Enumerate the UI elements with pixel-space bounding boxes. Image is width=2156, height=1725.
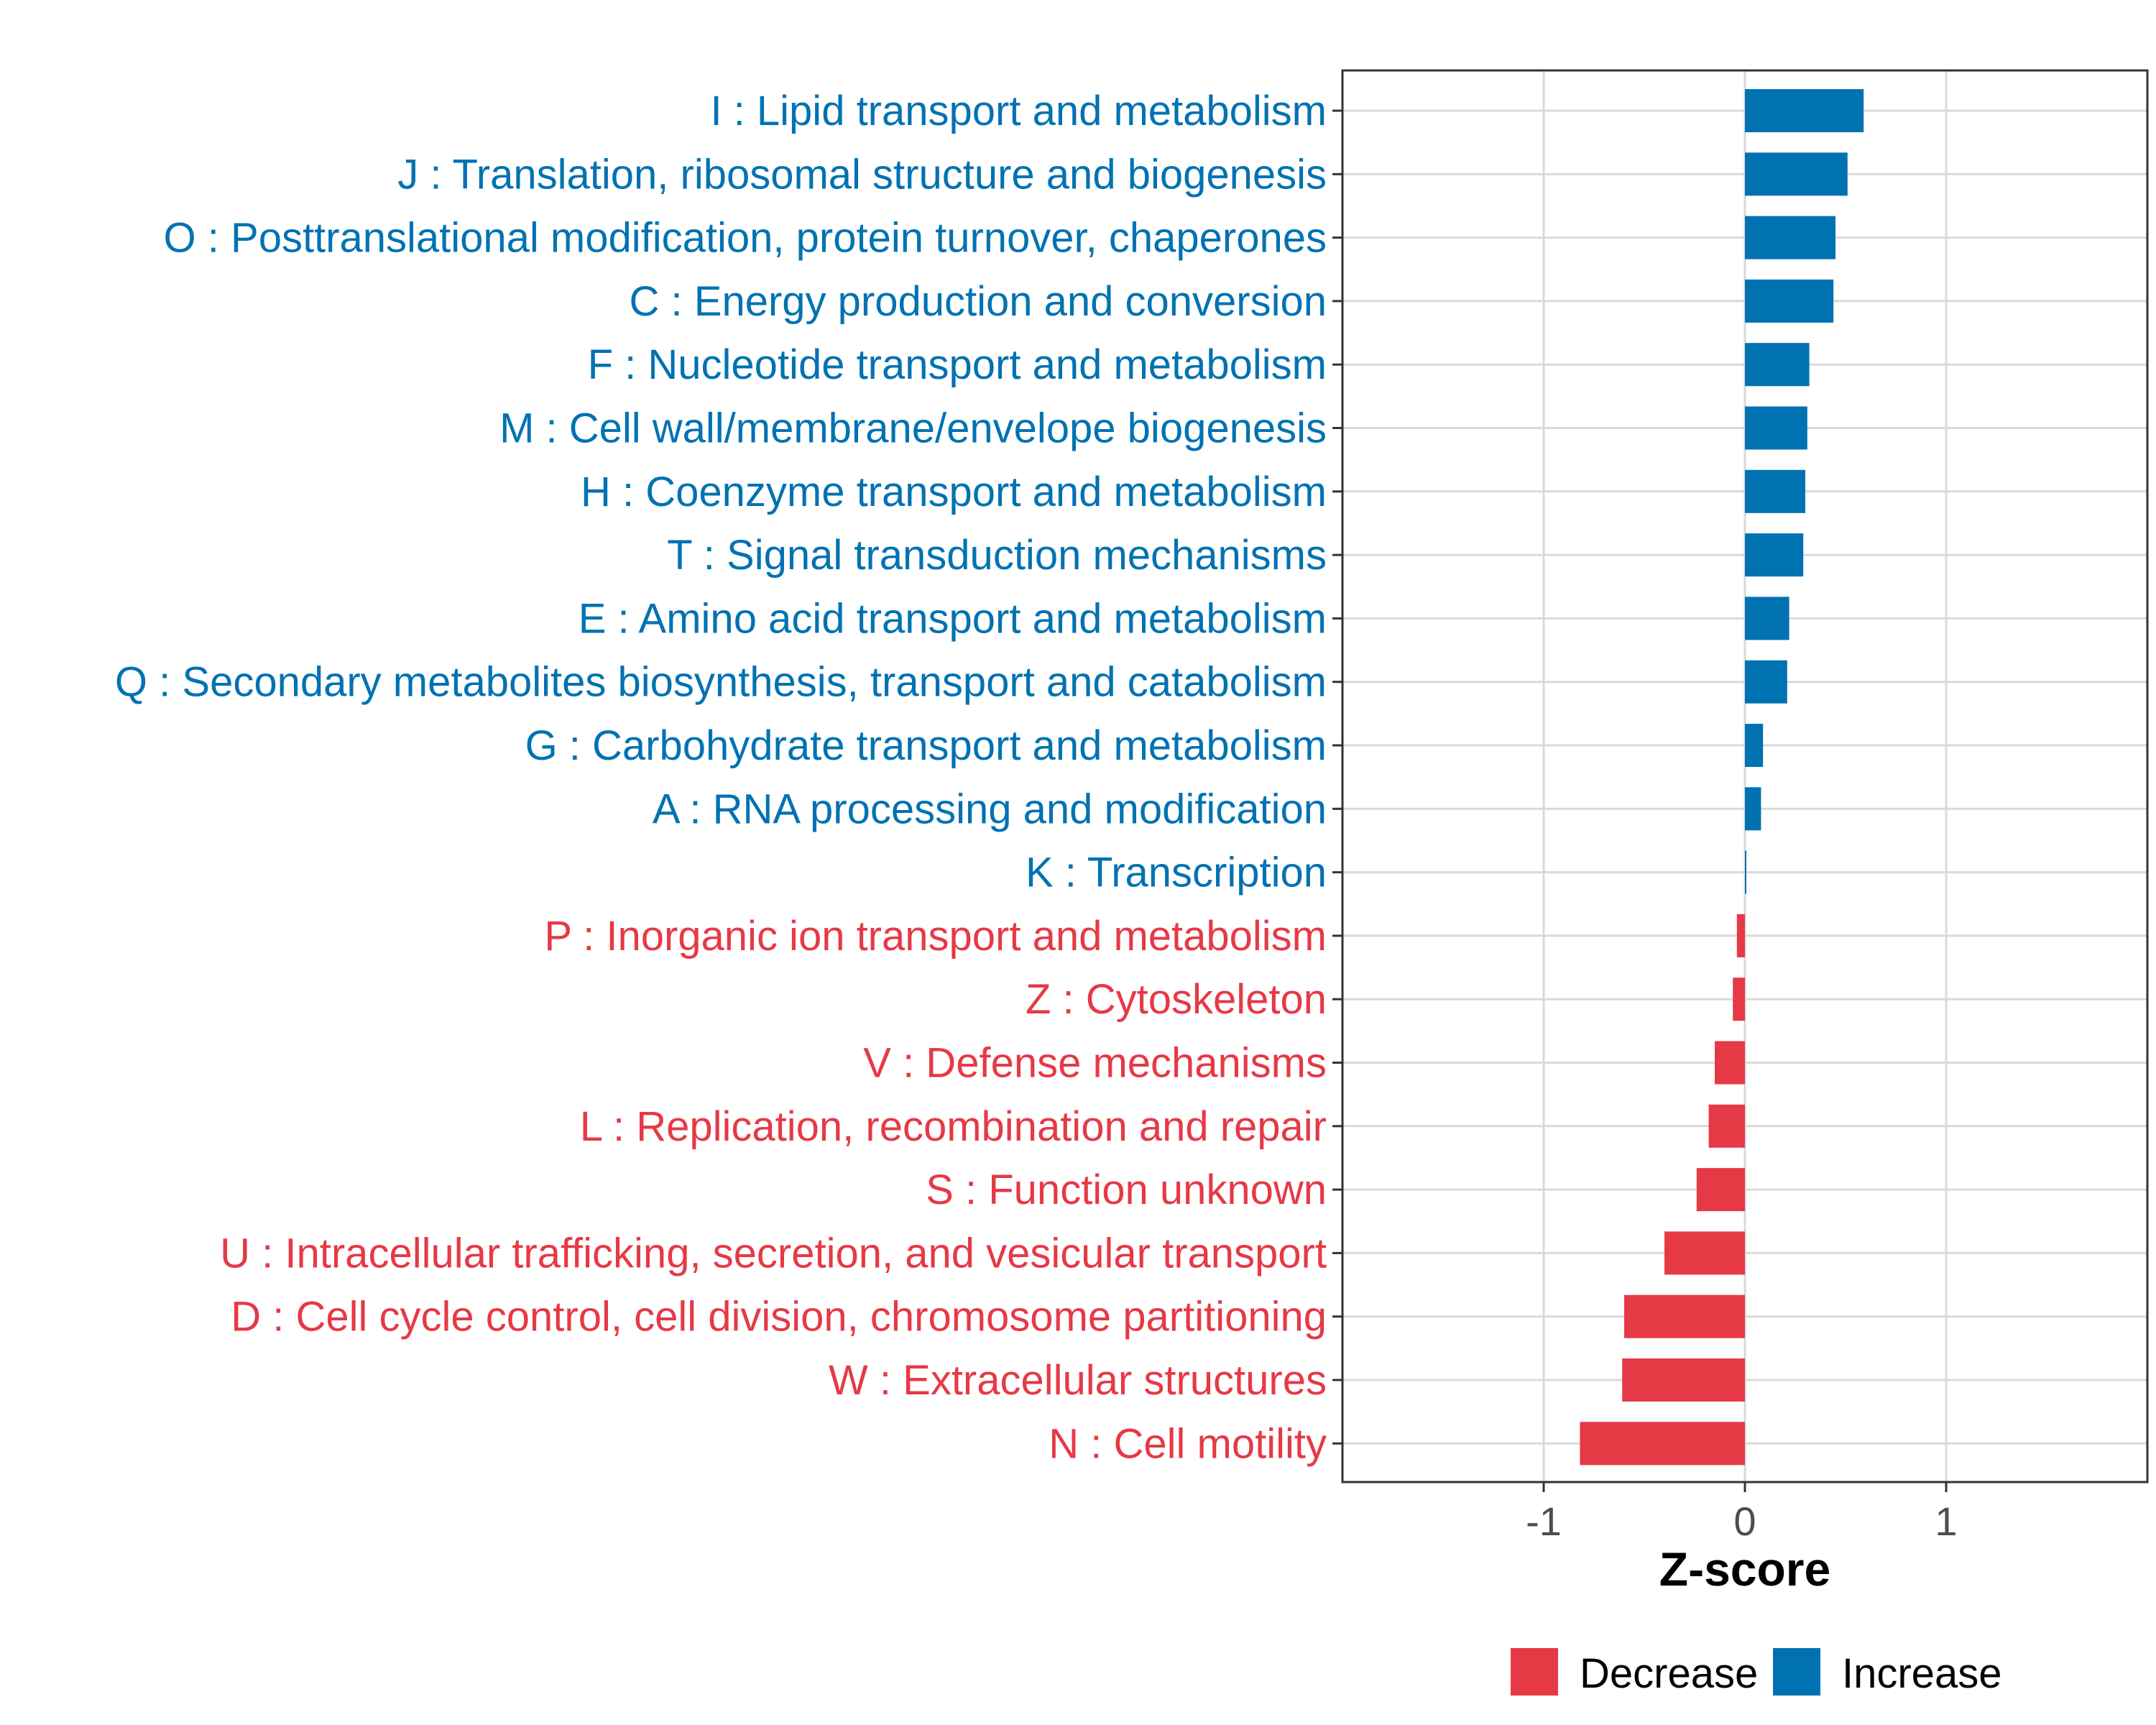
legend-label-decrease: Decrease [1580,1650,1758,1697]
category-label: J : Translation, ribosomal structure and… [397,151,1327,198]
category-label: M : Cell wall/membrane/envelope biogenes… [499,405,1327,452]
category-label: F : Nucleotide transport and metabolism [588,341,1327,388]
bar [1745,850,1746,894]
x-tick-label: -1 [1526,1499,1562,1544]
category-label: P : Inorganic ion transport and metaboli… [544,913,1327,960]
bar [1745,89,1864,132]
category-label: G : Carbohydrate transport and metabolis… [525,722,1327,769]
x-tick-layer: -1 0 1 [1526,1482,1958,1544]
category-label: D : Cell cycle control, cell division, c… [231,1294,1327,1340]
bar [1664,1231,1745,1275]
bar [1715,1041,1745,1085]
category-label: H : Coenzyme transport and metabolism [581,469,1327,515]
bar [1745,279,1834,323]
bar [1745,724,1764,767]
bar-layer [1580,89,1864,1466]
bar [1696,1168,1745,1212]
bar [1745,406,1807,450]
bar [1745,469,1805,513]
category-label: T : Signal transduction mechanisms [667,532,1327,579]
category-label: A : RNA processing and modification [653,786,1327,832]
x-axis-title: Z-score [1659,1542,1830,1596]
category-label: Q : Secondary metabolites biosynthesis, … [115,659,1327,706]
bar [1708,1104,1745,1148]
legend-swatch-increase [1773,1648,1820,1696]
category-label: I : Lipid transport and metabolism [710,88,1327,134]
legend-label-increase: Increase [1842,1650,2001,1697]
category-label: U : Intracellular trafficking, secretion… [220,1230,1327,1276]
category-label-layer: I : Lipid transport and metabolism J : Tr… [115,88,1327,1467]
category-label: E : Amino acid transport and metabolism [579,595,1327,642]
bar [1580,1422,1745,1466]
bar [1736,914,1745,957]
bar [1745,660,1787,704]
category-label: S : Function unknown [926,1167,1327,1213]
legend-item-decrease: Decrease [1511,1648,1758,1697]
bar [1745,152,1848,196]
legend: Decrease Increase [1511,1648,2001,1697]
bar [1745,216,1835,259]
category-label: O : Posttranslational modification, prot… [164,215,1327,262]
category-label: Z : Cytoskeleton [1026,976,1327,1023]
category-label: K : Transcription [1026,850,1327,896]
bar [1745,597,1789,640]
category-label: V : Defense mechanisms [863,1040,1327,1087]
bar [1622,1358,1745,1402]
category-label: C : Energy production and conversion [630,278,1327,325]
x-tick-label: 1 [1935,1499,1957,1544]
category-label: L : Replication, recombination and repai… [580,1103,1327,1150]
category-label: W : Extracellular structures [829,1357,1327,1404]
bar [1733,978,1745,1021]
bar [1745,343,1810,387]
category-label: N : Cell motility [1049,1420,1327,1467]
bar [1624,1294,1745,1338]
legend-item-increase: Increase [1773,1648,2001,1697]
bar [1745,787,1761,831]
bar [1745,533,1804,577]
y-tick-layer [1332,109,1342,1445]
legend-swatch-decrease [1511,1648,1558,1696]
x-tick-label: 0 [1733,1499,1756,1544]
